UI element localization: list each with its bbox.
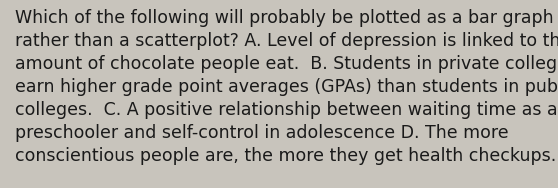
Text: Which of the following will probably be plotted as a bar graph
rather than a sca: Which of the following will probably be …: [15, 9, 558, 165]
